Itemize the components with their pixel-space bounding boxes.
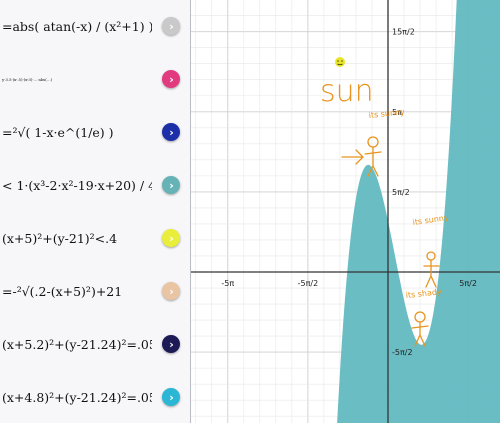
chevron-right-icon: ›	[169, 178, 174, 192]
expression-text[interactable]: (x+5)²+(y-21)²<.4	[2, 231, 118, 246]
expression-list: =abs( atan(-x) / (x²+1) ) › y·3.5·(x-.5)…	[0, 0, 191, 423]
color-toggle-button[interactable]: ›	[162, 70, 180, 88]
expression-text[interactable]: < 1·(x³-2·x²-19·x+20) / 4	[2, 178, 152, 193]
figure-caption: its sunny	[368, 107, 405, 120]
expression-text[interactable]: =-²√(.2-(x+5)²)+21	[2, 284, 123, 299]
chevron-right-icon: ›	[169, 284, 174, 298]
y-tick-label: 5π/2	[392, 188, 410, 197]
expression-text[interactable]: =abs( atan(-x) / (x²+1) )	[2, 19, 152, 34]
stick-figure-icon	[423, 251, 440, 288]
y-tick-label: -5π/2	[392, 348, 413, 357]
x-tick-label: -5π/2	[298, 279, 319, 288]
color-toggle-button[interactable]: ›	[162, 335, 180, 353]
expression-row[interactable]: < 1·(x³-2·x²-19·x+20) / 4 ›	[0, 159, 190, 213]
chevron-right-icon: ›	[169, 72, 174, 86]
color-toggle-button[interactable]: ›	[162, 176, 180, 194]
color-toggle-button[interactable]: ›	[162, 123, 180, 141]
stick-figure-icon	[341, 136, 382, 177]
expression-text[interactable]: =²√( 1-x·e^(1/e) )	[2, 125, 114, 140]
color-toggle-button[interactable]: ›	[162, 229, 180, 247]
expression-row[interactable]: =-²√(.2-(x+5)²)+21 ›	[0, 265, 190, 319]
sun-icon	[335, 57, 345, 67]
y-tick-label: 5π	[392, 108, 402, 117]
chevron-right-icon: ›	[169, 337, 174, 351]
expression-row[interactable]: y·3.5·(x-.5)·(x-3)·…·abs(…) ›	[0, 53, 190, 107]
axes	[191, 0, 500, 423]
expression-row[interactable]: (x+4.8)²+(y-21.24)²=.05 ›	[0, 371, 190, 423]
y-tick-label: 15π/2	[392, 28, 415, 37]
graph-plot: -5π -5π/2 5π/2 15π/2 5π 5π/2 -5π/2 sun i…	[191, 0, 500, 423]
expression-text[interactable]: y·3.5·(x-.5)·(x-3)·…·abs(…)	[2, 77, 53, 82]
expression-row[interactable]: =abs( atan(-x) / (x²+1) ) ›	[0, 0, 190, 54]
sun-label: sun	[320, 74, 374, 109]
expression-text[interactable]: (x+4.8)²+(y-21.24)²=.05	[2, 390, 152, 405]
color-toggle-button[interactable]: ›	[162, 388, 180, 406]
x-tick-label: -5π	[221, 279, 234, 288]
chevron-right-icon: ›	[169, 231, 174, 245]
graph-canvas[interactable]: -5π -5π/2 5π/2 15π/2 5π 5π/2 -5π/2 sun i…	[191, 0, 500, 423]
chevron-right-icon: ›	[169, 390, 174, 404]
color-toggle-button[interactable]: ›	[162, 282, 180, 300]
expression-row[interactable]: (x+5.2)²+(y-21.24)²=.05 ›	[0, 318, 190, 372]
figure-caption: its shady	[405, 287, 442, 300]
chevron-right-icon: ›	[169, 125, 174, 139]
y-tick-labels: 15π/2 5π 5π/2 -5π/2	[392, 28, 415, 357]
x-tick-labels: -5π -5π/2 5π/2	[221, 279, 477, 288]
expression-row[interactable]: (x+5)²+(y-21)²<.4 ›	[0, 212, 190, 266]
stick-figure-icon	[411, 311, 429, 347]
chevron-right-icon: ›	[169, 19, 174, 33]
x-tick-label: 5π/2	[459, 279, 477, 288]
color-toggle-button[interactable]: ›	[162, 17, 180, 35]
expression-text[interactable]: (x+5.2)²+(y-21.24)²=.05	[2, 337, 152, 352]
expression-row[interactable]: =²√( 1-x·e^(1/e) ) ›	[0, 106, 190, 160]
shaded-region	[191, 0, 500, 423]
